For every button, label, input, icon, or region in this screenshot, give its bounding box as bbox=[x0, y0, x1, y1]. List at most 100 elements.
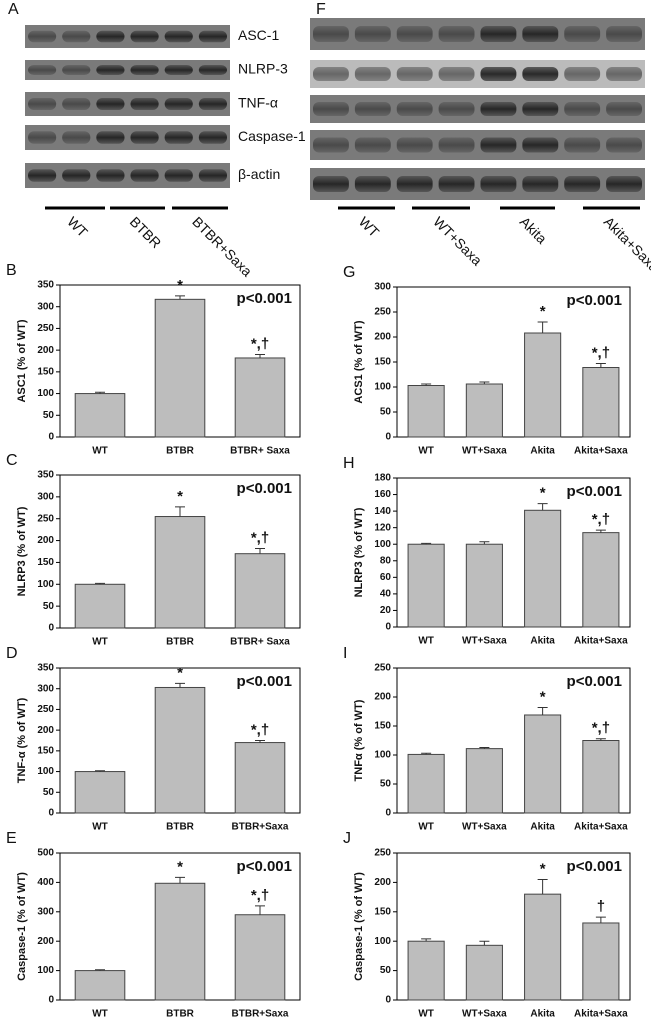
blot-band bbox=[198, 98, 227, 110]
blot-row-label: Caspase-1 bbox=[238, 128, 306, 144]
blot-band bbox=[28, 30, 57, 43]
x-tick-label: BTBR+Saxa bbox=[232, 1009, 289, 1020]
y-tick-label: 100 bbox=[37, 766, 54, 777]
x-tick-label: WT bbox=[418, 1009, 434, 1020]
group-label: WT+Saxa bbox=[430, 213, 485, 268]
error-bar bbox=[175, 295, 185, 300]
y-tick-label: 50 bbox=[380, 407, 392, 418]
p-value: p<0.001 bbox=[567, 292, 622, 309]
group-label: BTBR bbox=[127, 213, 165, 251]
x-tick-label: Akita+Saxa bbox=[574, 636, 628, 647]
y-tick-label: 50 bbox=[43, 601, 55, 612]
panel-letter: F bbox=[316, 1, 326, 18]
panel-letter: H bbox=[343, 455, 355, 472]
blot-band bbox=[354, 26, 391, 42]
y-tick-label: 300 bbox=[37, 491, 54, 502]
blot-band bbox=[606, 26, 642, 42]
plot-frame bbox=[396, 667, 631, 814]
bar bbox=[154, 882, 206, 1001]
x-tick-label: BTBR bbox=[166, 1009, 195, 1020]
panel-letter: G bbox=[343, 264, 355, 281]
bar bbox=[154, 298, 206, 438]
y-tick-label: 250 bbox=[374, 848, 391, 859]
blot-band bbox=[96, 65, 125, 75]
x-tick-label: Akita+Saxa bbox=[574, 446, 628, 457]
y-tick-label: 250 bbox=[374, 663, 391, 674]
blot-band bbox=[396, 67, 433, 81]
x-tick-label: Akita bbox=[530, 822, 555, 833]
y-tick-label: 150 bbox=[37, 366, 54, 377]
blot-band bbox=[564, 26, 601, 42]
x-tick-label: Akita bbox=[530, 1009, 555, 1020]
blot-band bbox=[522, 67, 559, 81]
x-tick-label: BTBR+Saxa bbox=[232, 822, 289, 833]
p-value: p<0.001 bbox=[237, 290, 292, 307]
y-tick-label: 0 bbox=[385, 432, 391, 443]
blot-band bbox=[164, 98, 193, 110]
y-tick-label: 500 bbox=[37, 848, 54, 859]
x-tick-label: BTBR bbox=[166, 822, 195, 833]
bar bbox=[407, 940, 445, 1001]
y-tick-label: 0 bbox=[48, 808, 54, 819]
y-tick-label: 0 bbox=[385, 622, 391, 633]
error-bar bbox=[595, 738, 606, 741]
blot-band bbox=[480, 137, 517, 153]
blot-band bbox=[480, 102, 517, 116]
bar bbox=[465, 944, 503, 1001]
error-bar bbox=[479, 541, 490, 545]
blot-row-label: ASC-1 bbox=[238, 27, 279, 43]
error-bar bbox=[479, 940, 490, 946]
significance-label: * bbox=[177, 277, 183, 294]
bar bbox=[234, 742, 286, 814]
error-bar bbox=[175, 506, 185, 517]
blot-band bbox=[606, 67, 642, 81]
y-tick-label: 250 bbox=[37, 513, 54, 524]
bar bbox=[582, 367, 620, 438]
bar bbox=[74, 583, 126, 629]
bar bbox=[154, 686, 206, 814]
bar bbox=[154, 516, 206, 629]
y-tick-label: 60 bbox=[380, 572, 392, 583]
x-tick-label: WT bbox=[92, 446, 108, 457]
significance-label: *,† bbox=[251, 335, 269, 352]
y-tick-label: 200 bbox=[37, 345, 54, 356]
p-value: p<0.001 bbox=[237, 858, 292, 875]
y-tick-label: 0 bbox=[48, 623, 54, 634]
panel-letter: I bbox=[343, 645, 347, 662]
y-tick-label: 50 bbox=[380, 779, 392, 790]
y-tick-label: 0 bbox=[385, 808, 391, 819]
blot-band bbox=[564, 102, 601, 116]
blot-band bbox=[96, 98, 125, 110]
y-axis-label: ACS1 (% of WT) bbox=[353, 320, 365, 403]
y-tick-label: 140 bbox=[374, 506, 391, 517]
error-bar bbox=[95, 582, 105, 585]
significance-label: † bbox=[597, 898, 605, 915]
y-tick-label: 350 bbox=[37, 470, 54, 481]
panel-letter: J bbox=[343, 830, 351, 847]
blot-band bbox=[606, 137, 642, 153]
blot-band bbox=[28, 65, 57, 75]
plot-frame bbox=[396, 477, 631, 628]
error-bar bbox=[421, 542, 432, 545]
y-tick-label: 250 bbox=[374, 307, 391, 318]
y-tick-label: 0 bbox=[48, 432, 54, 443]
error-bar bbox=[537, 503, 548, 511]
blot-strip bbox=[25, 163, 230, 188]
blot-band bbox=[62, 169, 91, 182]
bar bbox=[524, 332, 562, 438]
blot-row-label: β-actin bbox=[238, 166, 280, 182]
p-value: p<0.001 bbox=[567, 483, 622, 500]
blot-band bbox=[480, 67, 517, 81]
blot-band bbox=[198, 169, 227, 182]
x-tick-label: Akita+Saxa bbox=[574, 1009, 628, 1020]
panel-letter: D bbox=[6, 645, 18, 662]
significance-label: * bbox=[177, 488, 183, 505]
bar bbox=[582, 532, 620, 628]
significance-label: * bbox=[540, 303, 546, 320]
bar bbox=[407, 543, 445, 628]
bar bbox=[465, 383, 503, 438]
error-bar bbox=[421, 938, 432, 942]
y-tick-label: 200 bbox=[374, 692, 391, 703]
bar bbox=[234, 914, 286, 1001]
y-tick-label: 100 bbox=[374, 382, 391, 393]
